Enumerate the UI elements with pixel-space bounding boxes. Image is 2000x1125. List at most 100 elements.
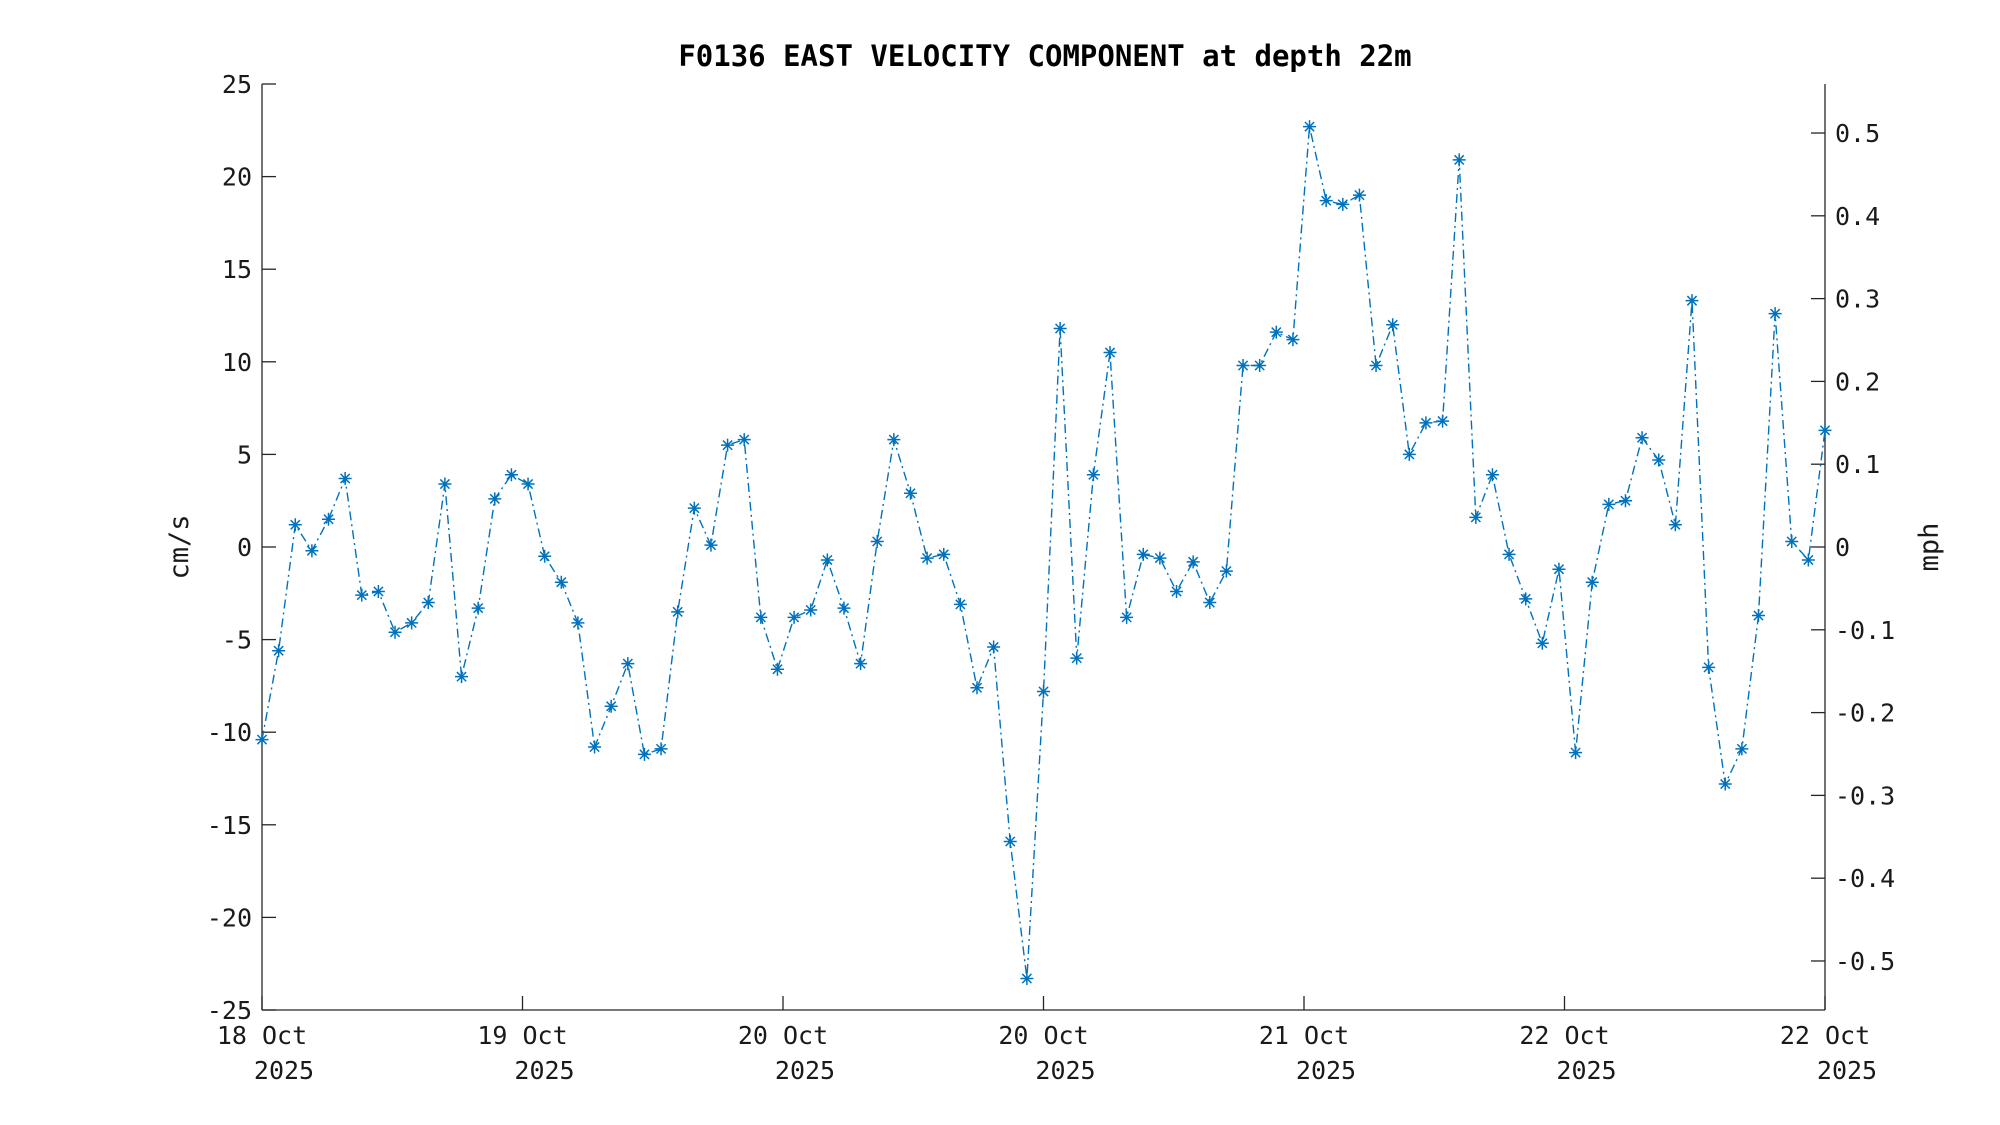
left-tick-label: 25 — [222, 70, 252, 99]
data-point — [538, 549, 552, 563]
data-point — [1702, 660, 1716, 674]
data-point — [305, 544, 319, 558]
left-tick-label: 10 — [222, 348, 252, 377]
data-point — [1818, 423, 1832, 437]
x-tick-label-year: 2025 — [1296, 1056, 1356, 1085]
left-tick-label: 0 — [237, 533, 252, 562]
series-layer — [255, 120, 1832, 986]
data-point — [804, 603, 818, 617]
data-point — [903, 486, 917, 500]
data-point — [1436, 414, 1450, 428]
right-tick-label: 0.5 — [1835, 119, 1880, 148]
x-tick-label-day: 22 Oct — [1519, 1021, 1609, 1050]
data-point — [987, 640, 1001, 654]
data-point — [787, 610, 801, 624]
data-point — [322, 512, 336, 526]
data-point — [554, 575, 568, 589]
data-point — [770, 662, 784, 676]
data-point — [1319, 194, 1333, 208]
data-point — [288, 518, 302, 532]
data-point — [937, 547, 951, 561]
data-point — [421, 596, 435, 610]
x-tick-label-day: 19 Oct — [477, 1021, 567, 1050]
data-point — [837, 601, 851, 615]
data-point — [1552, 562, 1566, 576]
data-point — [1236, 359, 1250, 373]
data-point — [1186, 555, 1200, 569]
data-point — [1253, 359, 1267, 373]
data-point — [1352, 188, 1366, 202]
data-point — [488, 492, 502, 506]
data-point — [1751, 609, 1765, 623]
data-point — [737, 433, 751, 447]
data-point — [504, 468, 518, 482]
data-point — [887, 433, 901, 447]
left-tick-label: -25 — [207, 996, 252, 1025]
data-point — [1652, 453, 1666, 467]
x-tick-label-year: 2025 — [775, 1056, 835, 1085]
data-point — [1153, 551, 1167, 565]
data-point — [1269, 325, 1283, 339]
data-point — [1569, 746, 1583, 760]
data-point — [704, 538, 718, 552]
data-point — [687, 501, 701, 515]
data-point — [1452, 153, 1466, 167]
data-point — [1086, 468, 1100, 482]
x-tick-label-day: 20 Oct — [738, 1021, 828, 1050]
left-tick-label: -20 — [207, 903, 252, 932]
data-point — [820, 553, 834, 567]
plot-frame — [261, 84, 1826, 1011]
data-point — [1336, 197, 1350, 211]
data-point — [1203, 596, 1217, 610]
data-point — [721, 438, 735, 452]
right-tick-label: -0.2 — [1835, 699, 1895, 728]
data-point — [1469, 510, 1483, 524]
data-point — [970, 681, 984, 695]
data-point — [1535, 636, 1549, 650]
data-point — [388, 625, 402, 639]
data-point — [1519, 592, 1533, 606]
right-tick-label: 0.2 — [1835, 367, 1880, 396]
x-axis-ticks: 18 Oct 2025 19 Oct 2025 20 Oct 2025 20 Oct 2025… — [217, 996, 1877, 1085]
right-tick-label: 0.4 — [1835, 202, 1880, 231]
data-point — [1419, 416, 1433, 430]
data-point — [1136, 547, 1150, 561]
data-point — [1037, 684, 1050, 698]
y-axis-label-left: cm/s — [164, 514, 195, 579]
data-point — [1003, 834, 1017, 848]
data-point — [754, 610, 768, 624]
data-point — [604, 699, 618, 713]
data-point — [1502, 547, 1516, 561]
data-point — [654, 742, 668, 756]
left-tick-label: -5 — [222, 626, 252, 655]
data-point — [471, 601, 485, 615]
data-point — [1070, 651, 1084, 665]
left-axis-ticks: -25 -20 -15 -10 -5 0 5 10 15 20 25 — [207, 70, 276, 1025]
data-point — [1386, 318, 1400, 332]
right-tick-label: -0.1 — [1835, 616, 1895, 645]
data-point — [405, 616, 419, 630]
data-point — [1103, 346, 1117, 360]
data-point — [272, 644, 286, 658]
data-point — [1219, 564, 1233, 578]
data-point — [1170, 584, 1184, 598]
right-tick-label: 0 — [1835, 533, 1850, 562]
data-point — [920, 551, 934, 565]
left-tick-label: 15 — [222, 255, 252, 284]
data-point — [255, 733, 269, 747]
y-axis-label-right: mph — [1914, 523, 1945, 572]
right-axis-ticks: -0.5 -0.4 -0.3 -0.2 -0.1 0 0.1 0.2 0.3 0.4 0.5 — [1811, 119, 1895, 976]
data-point — [637, 747, 651, 761]
data-point — [1402, 447, 1416, 461]
data-point — [1668, 518, 1682, 532]
data-point — [1685, 294, 1699, 308]
chart-title: F0136 EAST VELOCITY COMPONENT at depth 2… — [678, 39, 1411, 73]
x-tick-label-day: 20 Oct — [998, 1021, 1088, 1050]
data-point — [588, 740, 602, 754]
data-point — [953, 597, 967, 611]
x-tick-label-year: 2025 — [1556, 1056, 1616, 1085]
data-point — [1635, 431, 1649, 445]
data-point — [371, 584, 385, 598]
x-tick-label-day: 18 Oct — [217, 1021, 307, 1050]
